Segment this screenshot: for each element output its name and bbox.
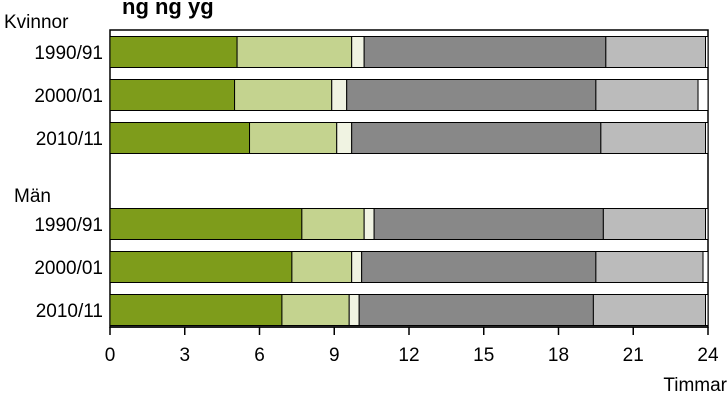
bar-segment-row5-series3 [358, 294, 594, 326]
bar-segment-row2-series3 [351, 122, 602, 154]
x-tick-label-4: 12 [398, 345, 419, 366]
bar-segment-row3-series4 [602, 208, 707, 240]
bar-segment-row1-series4 [595, 79, 699, 111]
bar-segment-row2-series2 [336, 122, 353, 154]
bar-segment-row1-series3 [346, 79, 597, 111]
bar-segment-row3-series0 [109, 208, 303, 240]
bar-segment-row1-series2 [331, 79, 348, 111]
bar-segment-row0-series2 [351, 36, 365, 68]
bar-segment-row5-series5 [705, 294, 709, 326]
category-label-4: 2000/01 [34, 258, 103, 279]
bar-segment-row4-series0 [109, 251, 293, 283]
bar-segment-row4-series5 [702, 251, 709, 283]
bar-segment-row2-series5 [705, 122, 709, 154]
bar-segment-row4-series4 [595, 251, 704, 283]
bar-segment-row1-series1 [234, 79, 333, 111]
x-tick-label-2: 6 [254, 345, 265, 366]
bar-segment-row5-series1 [281, 294, 350, 326]
group-label-0: Kvinnor [4, 12, 69, 33]
bar-segment-row0-series4 [605, 36, 707, 68]
x-tick-label-0: 0 [105, 345, 116, 366]
category-labels: 1990/91 2000/01 2010/11 1990/91 2000/01 2010/… [34, 43, 103, 322]
bars [109, 36, 709, 326]
x-tick-label-7: 21 [623, 345, 644, 366]
bar-segment-row2-series4 [600, 122, 707, 154]
group-label-1: Män [14, 186, 51, 207]
x-tick-label-1: 3 [179, 345, 190, 366]
bar-segment-row5-series2 [348, 294, 360, 326]
bar-segment-row1-series0 [109, 79, 236, 111]
x-axis: 0 3 6 9 12 15 18 21 24 [105, 326, 719, 366]
bar-segment-row2-series1 [249, 122, 338, 154]
bar-segment-row0-series3 [363, 36, 607, 68]
x-axis-label: Timmar [663, 375, 727, 396]
x-tick-label-8: 24 [697, 345, 719, 366]
bar-segment-row0-series1 [236, 36, 353, 68]
bar-segment-row0-series5 [705, 36, 709, 68]
x-tick-label-6: 18 [548, 345, 569, 366]
chart-title-fragment: ng ng yg [122, 0, 214, 19]
bar-segment-row3-series1 [301, 208, 365, 240]
group-labels: Kvinnor Män [4, 12, 69, 207]
bar-segment-row1-series5 [697, 79, 709, 111]
x-tick-label-5: 15 [473, 345, 494, 366]
bar-segment-row3-series3 [373, 208, 604, 240]
bar-segment-row5-series0 [109, 294, 283, 326]
bar-segment-row2-series0 [109, 122, 251, 154]
category-label-3: 1990/91 [34, 215, 103, 236]
bar-segment-row4-series3 [361, 251, 597, 283]
category-label-5: 2010/11 [36, 301, 103, 322]
bar-segment-row5-series4 [592, 294, 707, 326]
category-label-2: 2010/11 [36, 129, 103, 150]
bar-segment-row0-series0 [109, 36, 238, 68]
bar-segment-row4-series1 [291, 251, 353, 283]
bar-segment-row3-series5 [705, 208, 709, 240]
category-label-0: 1990/91 [34, 43, 103, 64]
bar-segment-row4-series2 [351, 251, 363, 283]
x-tick-label-3: 9 [329, 345, 340, 366]
category-label-1: 2000/01 [34, 86, 103, 107]
bar-segment-row3-series2 [363, 208, 375, 240]
